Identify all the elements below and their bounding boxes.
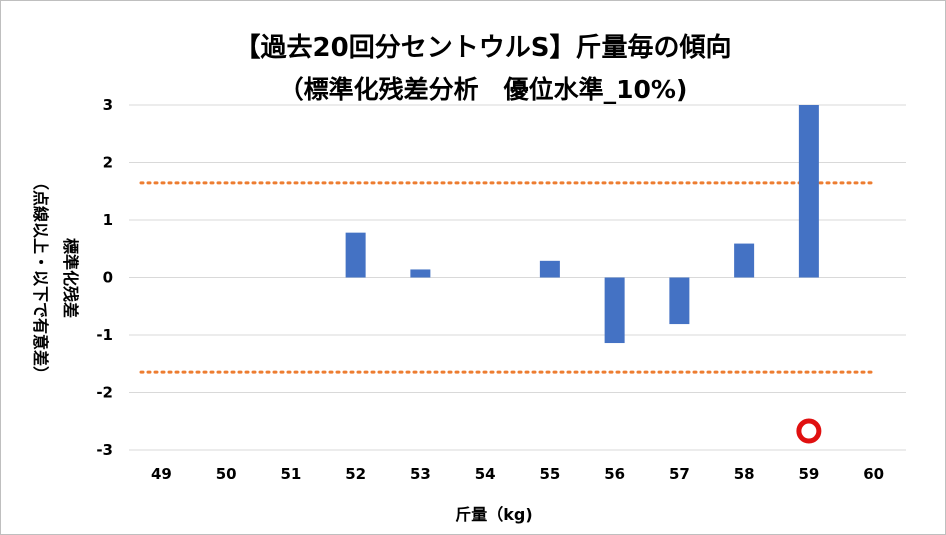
bars xyxy=(345,105,819,344)
x-tick-label: 60 xyxy=(863,465,884,483)
bar-53 xyxy=(410,269,431,278)
marker-group xyxy=(796,418,822,444)
x-tick-label: 57 xyxy=(669,465,690,483)
bar-56 xyxy=(604,277,625,344)
grid-lines xyxy=(129,104,906,451)
y-tick-label: 2 xyxy=(103,154,113,172)
x-tick-label: 52 xyxy=(345,465,366,483)
y-axis-subtitle: （点線以上・以下で有意差） xyxy=(31,174,50,382)
x-tick-label: 49 xyxy=(151,465,172,483)
x-tick-label: 56 xyxy=(604,465,625,483)
y-tick-label: -1 xyxy=(96,326,113,344)
bar-59 xyxy=(798,105,819,278)
x-tick-label: 59 xyxy=(798,465,819,483)
x-tick-label: 55 xyxy=(539,465,560,483)
y-axis-ticks: 3 2 1 0 -1 -2 -3 xyxy=(96,96,113,459)
circle-marker xyxy=(796,418,822,444)
x-axis-title: 斤量（kg) xyxy=(455,505,532,524)
y-tick-label: 0 xyxy=(103,269,113,287)
x-axis-ticks: 49 50 51 52 53 54 55 56 57 58 59 60 xyxy=(151,465,884,483)
y-tick-label: -2 xyxy=(96,384,113,402)
x-tick-label: 53 xyxy=(410,465,431,483)
chart-title: 【過去20回分セントウルS】斤量毎の傾向 xyxy=(235,32,732,63)
bar-55 xyxy=(539,260,560,278)
bar-57 xyxy=(669,277,690,325)
bar-52 xyxy=(345,232,366,278)
x-tick-label: 54 xyxy=(475,465,496,483)
chart-subtitle: （標準化残差分析 優位水準_10%) xyxy=(279,75,688,104)
y-tick-label: 3 xyxy=(103,96,113,114)
y-axis-title: 標準化残差 xyxy=(61,238,80,318)
bar-58 xyxy=(734,243,755,278)
y-tick-label: 1 xyxy=(103,211,113,229)
threshold-lines xyxy=(139,181,878,374)
x-tick-label: 50 xyxy=(216,465,237,483)
x-tick-label: 51 xyxy=(280,465,301,483)
y-tick-label: -3 xyxy=(96,441,113,459)
x-tick-label: 58 xyxy=(734,465,755,483)
